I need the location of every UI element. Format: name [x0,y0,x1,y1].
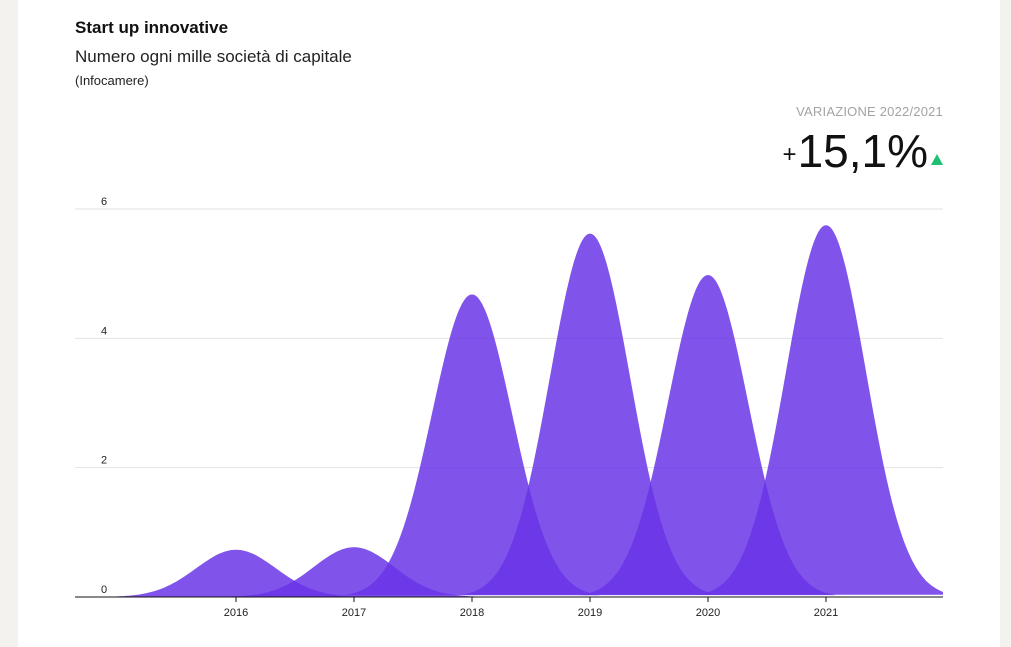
x-tick-label: 2018 [460,607,484,619]
area-chart: 0 2 4 6 2016 2017 2018 2019 2020 2021 [75,196,943,619]
trend-up-icon [931,154,943,165]
chart-source: (Infocamere) [75,73,149,88]
x-tick-label: 2017 [342,607,366,619]
x-tick-label: 2020 [696,607,720,619]
variation-label: VARIAZIONE 2022/2021 [796,104,943,119]
variation-sign: + [782,141,797,168]
y-tick-label: 4 [101,325,107,337]
area-2021 [698,225,943,595]
y-tick-label: 6 [101,196,107,208]
variation-value: + 15,1% [783,124,943,174]
x-tick-label: 2016 [224,607,248,619]
chart-title: Start up innovative [75,18,229,37]
y-tick-label: 0 [101,584,107,596]
y-tick-label: 2 [101,455,107,467]
x-tick-label: 2019 [578,607,602,619]
variation-number: 15,1% [797,125,928,177]
chart-card: 0 2 4 6 2016 2017 2018 2019 2020 2021 Start up in… [18,0,1000,647]
chart-subtitle: Numero ogni mille società di capitale [75,47,352,66]
x-tick-label: 2021 [814,607,838,619]
